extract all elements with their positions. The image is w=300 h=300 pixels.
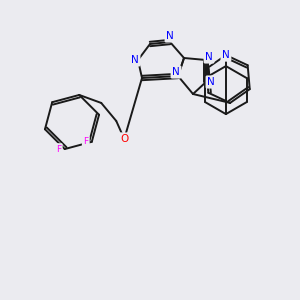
Text: N: N [172,67,180,77]
Text: O: O [120,134,128,144]
Text: F: F [83,137,88,146]
Text: F: F [56,145,61,154]
Text: N: N [166,31,174,41]
Text: N: N [205,52,213,62]
Text: N: N [222,50,230,60]
Text: N: N [131,55,139,65]
Text: N: N [207,77,215,87]
